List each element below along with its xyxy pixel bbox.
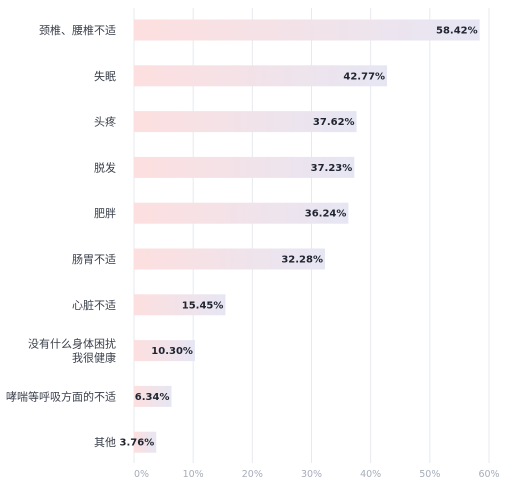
bar [134,385,172,407]
bars [134,19,480,453]
value-label: 3.76% [120,438,155,449]
value-label: 42.77% [343,71,385,82]
value-label: 58.42% [436,26,478,37]
category-label: 失眠 [94,70,116,83]
category-label: 没有什么身体困扰 [28,337,116,351]
value-label: 37.62% [313,117,355,128]
bar [134,248,325,270]
bar [134,202,349,224]
x-tick-label: 10% [183,469,204,480]
value-label: 32.28% [281,255,323,266]
bar [134,340,195,362]
category-label: 脱发 [94,160,116,174]
category-label: 头疼 [94,115,116,129]
bar [134,111,357,133]
bar [134,156,355,178]
x-tick-label: 50% [419,469,440,480]
bar [134,294,226,316]
x-tick-label: 60% [478,469,499,480]
bar [134,431,157,453]
category-label: 哮喘等呼吸方面的不适 [6,389,116,403]
x-axis-ticks: 0% 10% 20% 30% 40% 50% 60% [134,469,500,480]
bar [134,19,480,41]
category-label: 我很健康 [72,351,116,365]
x-tick-label: 20% [242,469,263,480]
x-tick-label: 0% [134,469,149,480]
value-label: 6.34% [135,392,170,403]
category-labels: 颈椎、腰椎不适失眠头疼脱发肥胖肠胃不适心脏不适没有什么身体困扰我很健康哮喘等呼吸… [6,23,116,449]
category-label: 肠胃不适 [72,253,116,266]
value-label: 37.23% [311,163,353,174]
x-tick-label: 40% [360,469,381,480]
value-label: 36.24% [305,209,347,220]
bar [134,65,388,87]
value-labels: 58.42% 42.77% 37.62% 37.23% 36.24% 32.28% 15.4… [120,26,478,449]
value-label: 15.45% [182,300,224,311]
category-label: 其他 [94,436,116,449]
x-tick-label: 30% [301,469,322,480]
category-label: 颈椎、腰椎不适 [39,23,116,37]
value-label: 10.30% [151,346,193,357]
category-label: 心脏不适 [72,299,116,312]
category-label: 肥胖 [94,207,116,220]
